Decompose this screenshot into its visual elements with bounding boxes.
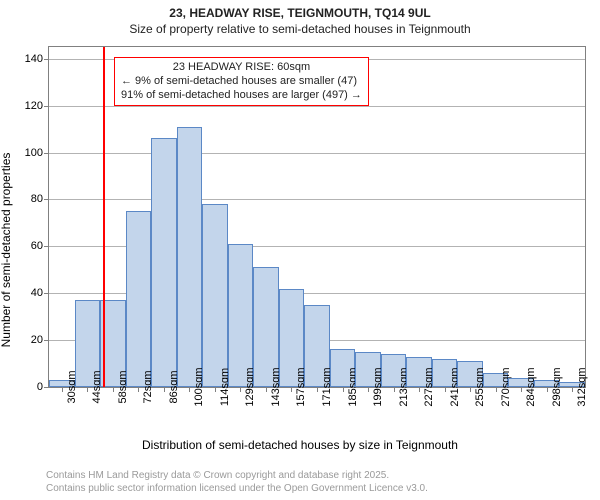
y-tick-label: 80 bbox=[31, 193, 49, 205]
histogram-bar bbox=[202, 204, 228, 387]
x-tick-label: 298sqm bbox=[547, 367, 563, 406]
y-tick-label: 20 bbox=[31, 334, 49, 346]
y-tick-label: 0 bbox=[37, 381, 49, 393]
y-tick-label: 120 bbox=[25, 100, 49, 112]
annotation-box: 23 HEADWAY RISE: 60sqm ← 9% of semi-deta… bbox=[114, 57, 369, 106]
plot-area: 02040608010012014030sqm44sqm58sqm72sqm86… bbox=[48, 46, 586, 388]
annotation-line1: 23 HEADWAY RISE: 60sqm bbox=[121, 61, 362, 75]
y-tick-label: 140 bbox=[25, 53, 49, 65]
reference-line bbox=[103, 47, 105, 387]
histogram-bar bbox=[228, 244, 254, 387]
x-tick-label: 284sqm bbox=[521, 367, 537, 406]
x-tick-label: 312sqm bbox=[572, 367, 588, 406]
chart-title-line2: Size of property relative to semi-detach… bbox=[0, 22, 600, 36]
y-tick-label: 60 bbox=[31, 240, 49, 252]
chart-title-line1: 23, HEADWAY RISE, TEIGNMOUTH, TQ14 9UL bbox=[0, 6, 600, 20]
chart-container: 23, HEADWAY RISE, TEIGNMOUTH, TQ14 9UL S… bbox=[0, 0, 600, 500]
x-axis-label: Distribution of semi-detached houses by … bbox=[0, 438, 600, 452]
y-tick-label: 40 bbox=[31, 287, 49, 299]
histogram-bar bbox=[126, 211, 152, 387]
footer-line2: Contains public sector information licen… bbox=[46, 483, 428, 496]
gridline bbox=[49, 199, 585, 200]
histogram-bar bbox=[177, 127, 203, 387]
x-tick-label: 270sqm bbox=[496, 367, 512, 406]
footer-attribution: Contains HM Land Registry data © Crown c… bbox=[46, 470, 428, 495]
gridline bbox=[49, 153, 585, 154]
footer-line1: Contains HM Land Registry data © Crown c… bbox=[46, 470, 428, 483]
annotation-line2: ← 9% of semi-detached houses are smaller… bbox=[121, 75, 362, 89]
histogram-bar bbox=[151, 138, 177, 387]
y-axis-label: Number of semi-detached properties bbox=[0, 153, 13, 348]
annotation-line3: 91% of semi-detached houses are larger (… bbox=[121, 89, 362, 103]
y-tick-label: 100 bbox=[25, 147, 49, 159]
